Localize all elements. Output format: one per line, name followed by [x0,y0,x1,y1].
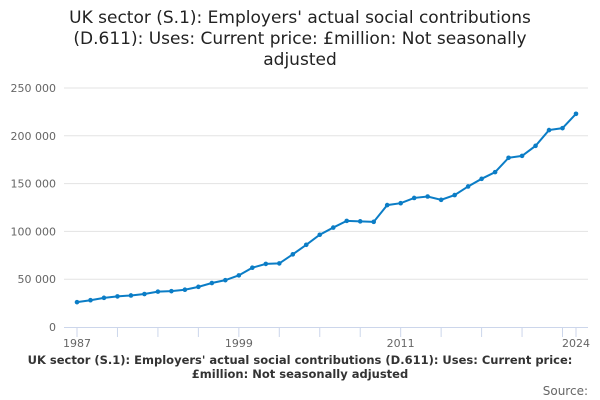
data-point [465,184,471,189]
series-line [76,113,577,304]
data-point [452,192,457,198]
data-point [384,202,390,208]
y-tick-label: 150 000 [11,178,57,191]
data-point [371,219,377,225]
x-tick-label: 2024 [562,337,590,350]
data-point [438,197,444,203]
data-point [303,242,309,248]
data-point [236,273,242,278]
data-point [74,299,80,305]
data-point [519,153,525,159]
data-point [317,232,323,238]
data-point [330,225,336,230]
data-point [425,194,430,199]
data-point [546,127,552,133]
line-chart: 0 50 000 100 000 150 000 200 000 250 000 1987 1… [11,82,591,350]
data-point [128,293,134,298]
data-point [263,261,269,267]
data-point [182,287,188,293]
y-tick-label: 50 000 [18,273,57,286]
x-tick-label: 1999 [225,337,253,350]
data-point [142,291,147,297]
data-point [560,125,565,131]
data-point [276,261,282,266]
data-point [155,289,161,294]
data-point [492,169,498,175]
y-tick-label: 200 000 [11,130,57,143]
source-label: Source: [542,384,588,398]
y-tick-label: 0 [49,321,56,334]
data-point [573,111,579,117]
data-point [533,143,538,149]
chart-title: UK sector (S.1): Employers' actual socia… [69,8,531,70]
data-point [115,294,120,299]
data-point [290,252,296,257]
x-tick-label: 2011 [387,337,415,350]
y-tick-label: 250 000 [11,82,57,95]
data-point [101,295,107,301]
data-point [88,297,93,303]
legend-label: UK sector (S.1): Employers' actual socia… [27,353,573,381]
data-point [223,277,228,283]
y-tick-label: 100 000 [11,225,57,238]
data-point [398,200,403,206]
data-point [357,219,363,224]
data-point [479,176,484,182]
data-point [169,288,174,294]
x-tick-label: 1987 [63,337,91,350]
data-point [209,280,215,286]
data-point [250,265,255,271]
data-point [411,195,417,201]
data-point [196,284,201,290]
data-point [506,155,511,161]
data-point [344,218,350,224]
